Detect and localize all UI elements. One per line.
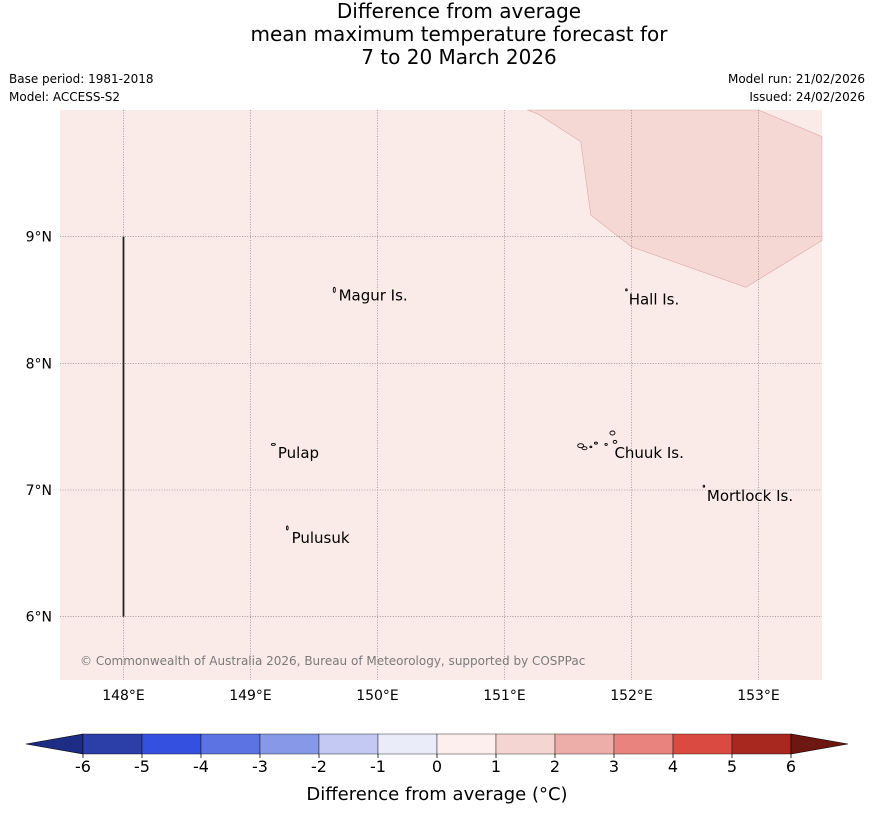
colorbar-tick-label: 6: [786, 757, 796, 776]
island-outline: [604, 442, 608, 446]
title-line-2: mean maximum temperature forecast for: [250, 22, 668, 46]
place-label: Mortlock Is.: [707, 487, 793, 505]
island-outline: [702, 484, 706, 488]
meta-right: Model run: 21/02/2026 Issued: 24/02/2026: [728, 70, 865, 106]
title-line-1: Difference from average: [336, 0, 582, 23]
map-title: Difference from average mean maximum tem…: [0, 0, 873, 69]
colorbar-bin: [731, 733, 792, 755]
colorbar-tick-label: -3: [252, 757, 268, 776]
island-outline: [286, 525, 289, 531]
colorbar-tick-label: -2: [311, 757, 327, 776]
place-label: Chuuk Is.: [614, 444, 683, 462]
island-outline: [581, 446, 588, 451]
island-outline: [609, 430, 616, 436]
colorbar-extend-high: [790, 733, 849, 755]
place-label: Hall Is.: [629, 290, 680, 308]
island-outline: [612, 439, 618, 444]
island-outline: [625, 288, 628, 292]
colorbar-bin: [436, 733, 497, 755]
colorbar-tick-label: -4: [193, 757, 209, 776]
island-outline: [577, 443, 585, 449]
warm-anomaly-region: [527, 109, 823, 288]
island-outline: [593, 441, 598, 445]
longitude-tick-label: 151°E: [483, 688, 526, 704]
colorbar-tick-label: 0: [432, 757, 442, 776]
colorbar-tick-label: 5: [727, 757, 737, 776]
colorbar-tick-label: -1: [370, 757, 386, 776]
latitude-tick-label: 6°N: [26, 610, 52, 626]
colorbar-bin: [259, 733, 320, 755]
colorbar-bin: [672, 733, 733, 755]
colorbar-bin: [377, 733, 438, 755]
place-label: Magur Is.: [339, 287, 408, 305]
colorbar-bin: [554, 733, 615, 755]
island-outline: [589, 445, 593, 449]
longitude-tick-label: 152°E: [610, 688, 653, 704]
title-line-3: 7 to 20 March 2026: [361, 45, 557, 69]
colorbar-tick-label: 4: [668, 757, 678, 776]
latitude-tick-label: 9°N: [26, 230, 52, 246]
colorbar-title: Difference from average (°C): [306, 784, 567, 805]
colorbar-tick-label: 3: [609, 757, 619, 776]
base-period: Base period: 1981-2018: [9, 72, 154, 86]
colorbar-bin: [613, 733, 674, 755]
island-outline: [270, 442, 276, 446]
model-name: Model: ACCESS-S2: [9, 90, 121, 104]
colorbar-bin: [200, 733, 261, 755]
model-run: Model run: 21/02/2026: [727, 72, 865, 86]
meta-left: Base period: 1981-2018 Model: ACCESS-S2: [9, 70, 154, 106]
longitude-tick-label: 148°E: [102, 688, 145, 704]
place-label: Pulap: [278, 444, 319, 462]
latitude-tick-label: 8°N: [26, 356, 52, 372]
colorbar-bin: [318, 733, 379, 755]
map-layer: 148°E 149°E 150°E 151°E 152°E 153°E 9°N 8°N 7°N 6…: [26, 109, 823, 704]
colorbar: -6 -5 -4 -3 -2 -1 0 1 2 3 4 5 6 Difference from avera…: [25, 733, 849, 805]
colorbar-tick-label: -6: [75, 757, 91, 776]
colorbar-tick-label: -5: [134, 757, 150, 776]
longitude-tick-label: 150°E: [356, 688, 399, 704]
colorbar-bin: [82, 733, 143, 755]
longitude-tick-label: 153°E: [737, 688, 780, 704]
colorbar-bin: [495, 733, 556, 755]
longitude-tick-label: 149°E: [229, 688, 272, 704]
colorbar-tick-label: 2: [550, 757, 560, 776]
latitude-tick-label: 7°N: [26, 483, 52, 499]
copyright-notice: © Commonwealth of Australia 2026, Bureau…: [80, 654, 585, 668]
colorbar-extend-low: [25, 733, 84, 755]
colorbar-tick-label: 1: [491, 757, 501, 776]
colorbar-bin: [141, 733, 202, 755]
issued-date: Issued: 24/02/2026: [749, 90, 865, 104]
place-label: Pulusuk: [292, 529, 350, 547]
island-outline: [332, 286, 336, 293]
